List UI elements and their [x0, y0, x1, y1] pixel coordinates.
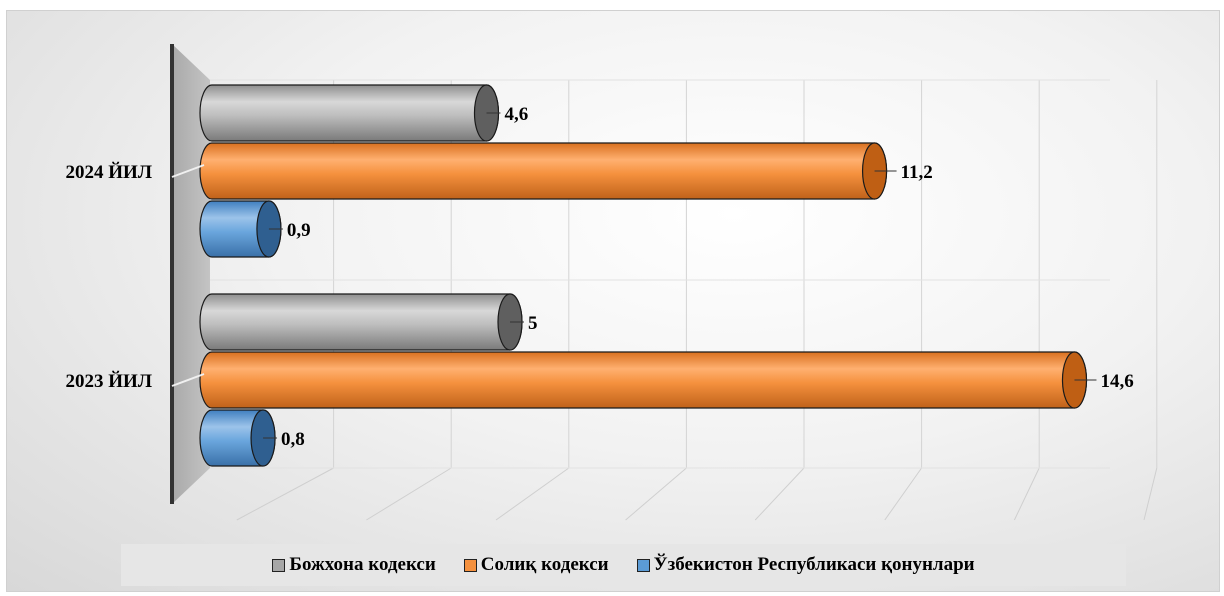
bar: [199, 351, 1088, 409]
bars: [199, 84, 1088, 467]
floor-gridline: [884, 467, 923, 521]
floor-gridline: [495, 467, 570, 521]
data-label: 0,9: [287, 220, 311, 241]
bar: [199, 293, 523, 351]
category-tick: [171, 164, 205, 178]
legend-swatch: [636, 558, 650, 572]
floor-gridline: [366, 467, 452, 521]
floor-gridline: [754, 467, 805, 521]
bar: [199, 84, 500, 142]
bar: [199, 142, 888, 200]
data-label: 5: [528, 313, 538, 334]
data-label: 4,6: [504, 104, 528, 125]
legend-item: Ўзбекистон Республикаси қонунлари: [636, 554, 975, 576]
floor-gridline: [1143, 467, 1158, 521]
floor-gridline: [1013, 467, 1040, 521]
floor-gridline: [236, 467, 334, 521]
category-tick: [171, 373, 205, 387]
floor-gridline: [625, 467, 687, 521]
labels: 4,6 11,2 0,9 2024 ЙИЛ 5 14,6 0,8 2023 ЙИЛ: [66, 104, 1134, 450]
data-label: 11,2: [901, 162, 933, 183]
legend-label: Божхона кодекси: [289, 554, 436, 575]
legend-label: Солиқ кодекси: [480, 554, 609, 575]
legend: Божхона кодекси Солиқ кодекси Ўзбекистон Р…: [121, 544, 1126, 586]
category-label: 2023 ЙИЛ: [66, 370, 152, 392]
legend-item: Солиқ кодекси: [463, 554, 609, 576]
data-label: 14,6: [1100, 371, 1133, 392]
legend-label: Ўзбекистон Республикаси қонунлари: [653, 554, 975, 575]
data-label: 0,8: [281, 429, 305, 450]
legend-item: Божхона кодекси: [272, 554, 436, 576]
category-label: 2024 ЙИЛ: [66, 161, 152, 183]
legend-swatch: [272, 558, 286, 572]
legend-swatch: [463, 558, 477, 572]
